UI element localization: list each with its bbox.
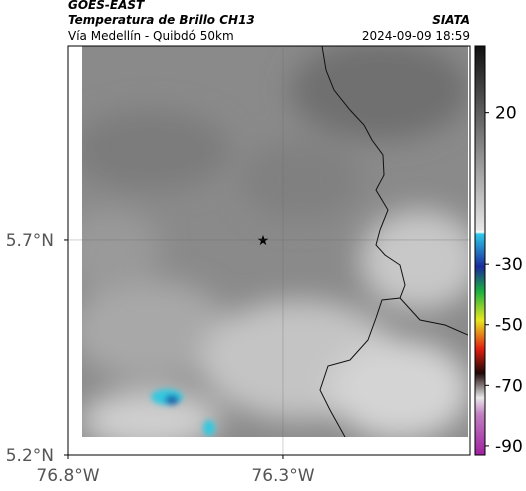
source: SIATA [432, 13, 470, 27]
colorbar [474, 45, 486, 456]
colorbar-tick-label: -30 [495, 255, 523, 275]
x-tick-label: 76.3°W [251, 466, 314, 486]
datetime: 2024-09-09 18:59 [362, 29, 470, 43]
region: Vía Medellín - Quibdó 50km [68, 29, 234, 43]
x-tick-label: 76.8°W [36, 466, 99, 486]
satellite: GOES-EAST [68, 0, 145, 12]
colorbar-tick-label: -50 [495, 316, 523, 336]
satellite-image [82, 46, 468, 437]
location-marker: ★ [257, 233, 270, 249]
y-tick-label: 5.2°N [6, 446, 54, 466]
map-frame [67, 45, 471, 456]
product: Temperatura de Brillo CH13 [68, 13, 255, 27]
colorbar-tick-label: 20 [495, 104, 517, 124]
colorbar-tick-label: -90 [495, 437, 523, 457]
y-tick-label: 5.7°N [6, 231, 54, 251]
colorbar-tick-label: -70 [495, 376, 523, 396]
